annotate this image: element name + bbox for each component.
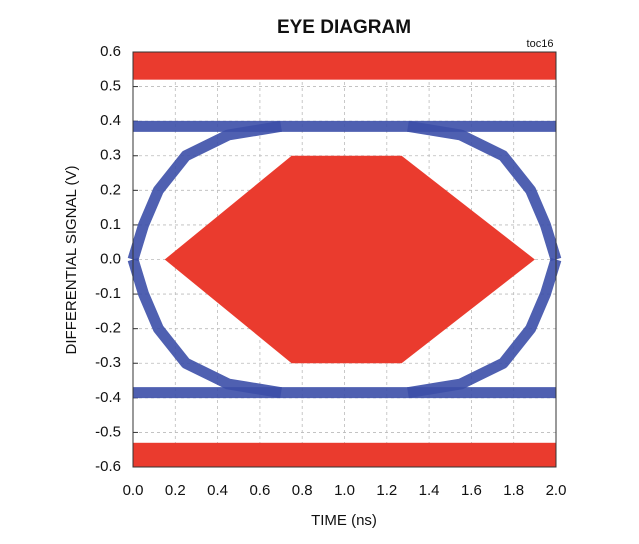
y-tick-label: -0.2: [95, 320, 121, 337]
chart-title: EYE DIAGRAM: [277, 17, 411, 38]
x-tick-label: 1.6: [461, 482, 482, 499]
eye-trace: [407, 257, 562, 399]
y-tick-label: 0.3: [100, 147, 121, 164]
y-tick-label: 0.1: [100, 216, 121, 233]
y-tick-label: -0.6: [95, 458, 121, 475]
mask-band: [133, 442, 556, 467]
y-tick-label: -0.1: [95, 285, 121, 302]
mask-band: [133, 52, 556, 80]
x-tick-label: 1.0: [334, 482, 355, 499]
x-tick-label: 2.0: [546, 482, 567, 499]
y-axis-label: DIFFERENTIAL SIGNAL (V): [63, 166, 80, 355]
x-tick-label: 0.8: [292, 482, 313, 499]
annotation: toc16: [527, 38, 554, 50]
x-tick-label: 0.2: [165, 482, 186, 499]
eye-trace: [407, 120, 562, 262]
y-tick-label: 0.4: [100, 112, 121, 129]
x-tick-label: 0.0: [123, 482, 144, 499]
x-tick-label: 1.2: [376, 482, 397, 499]
plot-frame: [132, 51, 557, 468]
y-tick-label: 0.6: [100, 43, 121, 60]
y-tick-label: 0.2: [100, 181, 121, 198]
x-axis-label: TIME (ns): [311, 512, 377, 529]
x-tick-label: 1.4: [419, 482, 440, 499]
y-tick-label: -0.5: [95, 423, 121, 440]
y-tick-label: 0.5: [100, 78, 121, 95]
x-tick-label: 1.8: [503, 482, 524, 499]
y-tick-label: -0.3: [95, 354, 121, 371]
y-tick-label: 0.0: [100, 250, 121, 267]
eye-mask: [164, 155, 535, 364]
eye-trace: [127, 257, 282, 399]
y-tick-label: -0.4: [95, 389, 121, 406]
eye-trace: [127, 120, 282, 262]
x-tick-label: 0.4: [207, 482, 228, 499]
x-tick-label: 0.6: [249, 482, 270, 499]
